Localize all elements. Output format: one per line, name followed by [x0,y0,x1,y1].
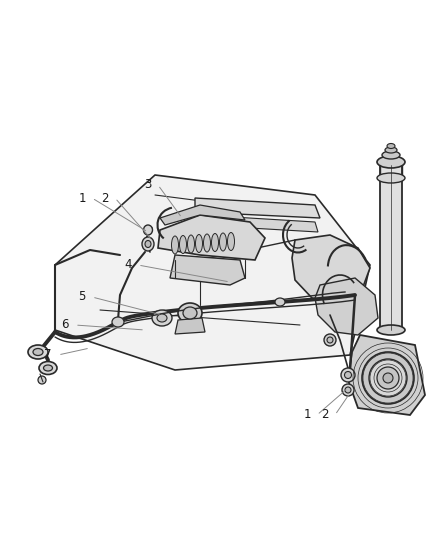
Ellipse shape [387,143,395,149]
Ellipse shape [383,373,393,383]
Polygon shape [198,215,318,232]
Ellipse shape [39,361,57,375]
Polygon shape [55,175,370,370]
Text: 3: 3 [144,179,152,191]
Text: 6: 6 [61,319,69,332]
Text: 2: 2 [101,191,109,205]
Ellipse shape [385,147,397,153]
Ellipse shape [187,235,194,253]
Ellipse shape [183,307,197,319]
Text: 1: 1 [78,191,86,205]
Ellipse shape [377,173,405,183]
Ellipse shape [377,156,405,168]
Polygon shape [348,335,425,415]
Ellipse shape [180,236,187,254]
Ellipse shape [362,352,414,404]
Text: 7: 7 [44,349,52,361]
Ellipse shape [324,334,336,346]
Ellipse shape [227,232,234,251]
Ellipse shape [341,368,355,382]
Ellipse shape [204,234,211,252]
Ellipse shape [345,372,352,378]
Text: 5: 5 [78,290,86,303]
Ellipse shape [172,236,179,254]
Polygon shape [315,278,378,335]
Ellipse shape [145,240,151,247]
Ellipse shape [369,359,407,397]
Ellipse shape [275,298,285,306]
Ellipse shape [212,233,219,252]
Ellipse shape [382,151,400,159]
Polygon shape [160,205,245,225]
Ellipse shape [342,384,354,396]
Polygon shape [380,165,402,330]
Text: 4: 4 [124,259,132,271]
Ellipse shape [144,225,152,235]
Polygon shape [170,255,245,285]
Polygon shape [158,215,265,260]
Text: 2: 2 [321,408,329,422]
Ellipse shape [377,325,405,335]
Polygon shape [175,318,205,334]
Ellipse shape [152,310,172,326]
Ellipse shape [33,349,43,356]
Ellipse shape [112,317,124,327]
Text: 1: 1 [303,408,311,422]
Ellipse shape [38,376,46,384]
Ellipse shape [377,367,399,389]
Ellipse shape [345,387,351,393]
Ellipse shape [142,237,154,251]
Ellipse shape [178,303,202,323]
Polygon shape [195,198,320,218]
Ellipse shape [157,314,167,322]
Ellipse shape [195,235,202,253]
Ellipse shape [327,337,333,343]
Ellipse shape [28,345,48,359]
Polygon shape [292,235,370,305]
Ellipse shape [43,365,53,371]
Ellipse shape [219,233,226,251]
